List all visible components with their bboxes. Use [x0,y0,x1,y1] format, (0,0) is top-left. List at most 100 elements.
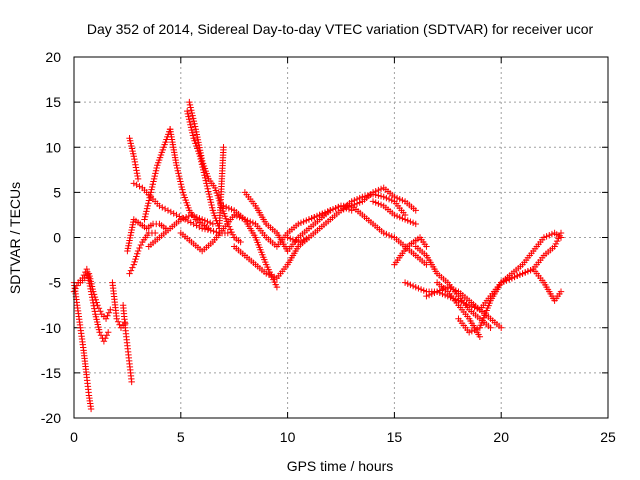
data-point [524,268,532,275]
data-point [161,205,169,213]
data-point [399,215,406,222]
data-point [303,235,310,242]
series-arc-20 [284,190,409,246]
data-point [348,202,355,210]
data-point [186,101,194,109]
data-point [321,209,329,216]
y-tick-label: -10 [41,320,61,336]
data-point [503,277,510,284]
data-point [185,113,192,120]
data-point [316,211,323,219]
data-point [377,201,385,208]
data-point [152,170,159,177]
data-point [90,302,97,309]
series-arc-5 [119,301,135,386]
series-arc-24 [391,234,430,268]
data-point [189,115,197,122]
data-point [271,273,278,281]
data-point [203,180,210,187]
data-point [511,273,518,281]
data-point [126,270,133,277]
x-tick-label: 20 [493,429,509,445]
data-point [372,188,379,195]
series-arc-27 [401,279,484,313]
data-point [305,216,313,223]
data-point [189,112,196,119]
data-point [136,244,143,252]
data-point [170,210,177,217]
series-arc-11 [145,211,217,250]
data-point [201,174,209,182]
axis-ticks: 0 5 10 15 20 25 -20 -15 -10 -5 0 5 10 15 20 [41,49,616,445]
data-point [177,181,185,188]
series-arc-10 [141,126,174,223]
data-point [229,231,237,238]
data-point [284,234,291,241]
data-point [159,204,166,211]
data-point [196,223,203,231]
data-point [148,183,156,191]
data-point [273,283,281,291]
data-point [380,229,387,237]
data-point [187,104,194,111]
data-point [385,232,393,239]
data-point [343,204,350,212]
data-point [324,208,331,215]
series-arc-12 [166,126,212,232]
data-point [91,308,99,315]
data-point [90,291,98,298]
data-point [190,117,198,125]
data-point [319,210,326,218]
data-point [420,287,427,294]
x-axis-label: GPS time / hours [287,458,394,474]
data-point [375,192,382,199]
data-point [236,213,243,221]
data-point [297,219,305,227]
data-point [97,308,104,315]
data-point [201,217,209,224]
series-arc-4 [109,279,129,331]
data-point [209,220,217,228]
data-point [335,203,342,211]
data-point [391,211,398,219]
series-arc-21 [305,202,430,268]
x-tick-label: 5 [177,429,185,445]
data-point [557,234,565,241]
data-point [498,324,505,331]
data-point [133,169,141,177]
y-tick-label: 0 [53,230,61,246]
data-point [107,306,114,313]
series-arc-30 [476,229,565,313]
data-point [184,217,192,225]
data-point [200,166,207,174]
data-point [144,202,151,210]
data-point [94,301,101,309]
data-points [70,98,565,413]
data-point [220,202,227,210]
data-point [452,287,460,294]
y-tick-label: 10 [45,139,61,155]
data-point [203,182,211,190]
series-arc-1 [70,279,95,413]
x-tick-label: 0 [70,429,78,445]
series-arc-6 [124,216,170,255]
data-point [391,193,398,201]
data-point [72,285,79,292]
data-point [516,271,524,278]
data-point [329,206,337,213]
data-point [102,315,110,322]
data-point [465,329,473,336]
data-point [313,212,321,220]
data-point [308,215,315,222]
data-point [292,237,299,245]
data-point [174,167,182,174]
data-point [91,293,99,301]
data-point [412,283,419,291]
data-point [180,215,187,222]
data-point [141,216,148,223]
data-point [409,282,417,290]
y-tick-label: 20 [45,49,61,65]
data-point [200,169,208,176]
data-point [173,164,181,172]
data-point [205,225,212,232]
